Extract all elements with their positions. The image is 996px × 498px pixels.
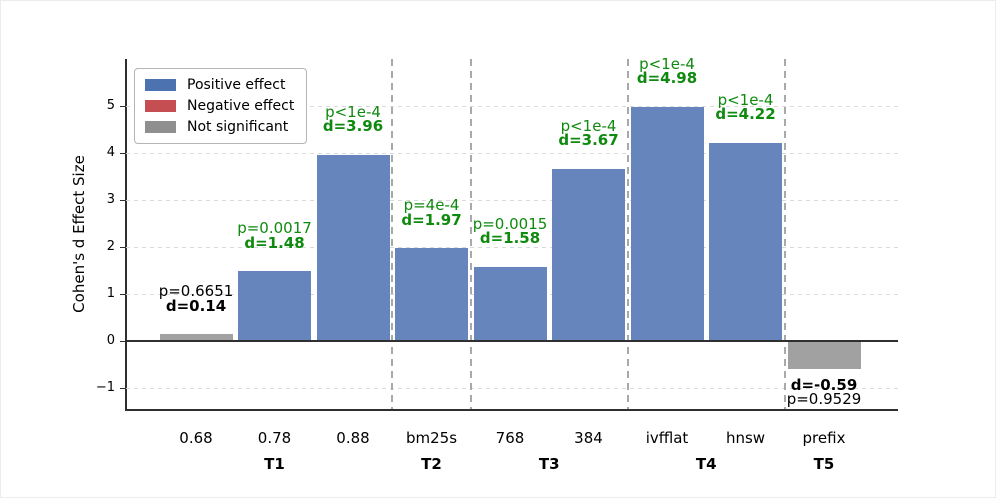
annotation-p-value: p<1e-4 (560, 116, 617, 135)
group-label-T1: T1 (264, 455, 285, 473)
annotation-p-value: p=4e-4 (403, 196, 460, 215)
legend-item-not-significant: Not significant (145, 117, 294, 137)
annotation-d-value: d=1.58 (479, 229, 541, 248)
x-axis-spine (125, 409, 898, 411)
x-tick-label-prefix: prefix (802, 429, 846, 447)
annotation-d-value: d=3.67 (558, 131, 619, 149)
y-tick-mark (120, 246, 126, 248)
y-axis-spine (125, 59, 127, 410)
y-tick-label--1: −1 (95, 380, 115, 395)
x-tick-label-0.68: 0.68 (179, 429, 213, 447)
annotation-p-value: p=0.6651 (158, 282, 234, 301)
legend-label-positive: Positive effect (187, 77, 286, 93)
group-separator (783, 59, 786, 409)
y-tick-mark (120, 293, 126, 295)
bar-annotation-768: p=0.0015 d=1.58 (435, 214, 585, 248)
legend-label-not-significant: Not significant (187, 119, 289, 135)
group-label-T4: T4 (695, 455, 717, 473)
annotation-p-value: p=0.0015 (472, 214, 548, 233)
x-tick-label-0.78: 0.78 (257, 429, 292, 447)
y-tick-mark (120, 152, 126, 154)
y-tick-mark (120, 105, 126, 107)
annotation-d-value: d=1.48 (244, 233, 305, 252)
group-separator (469, 59, 472, 409)
y-tick-label-0: 0 (106, 333, 115, 348)
legend: Positive effect Negative effect Not sign… (134, 68, 308, 144)
bar-annotation-ivfflat: p<1e-4 d=4.98 (592, 57, 742, 86)
group-label-T3: T3 (538, 455, 560, 473)
x-tick-label-ivfflat: ivfflat (645, 429, 689, 447)
bar-annotation-prefix: d=-0.59 p=0.9529 (749, 375, 899, 409)
gridline-y5 (126, 106, 898, 107)
y-tick-label-4: 4 (106, 145, 115, 160)
bar-annotation-0.78: p=0.0017 d=1.48 (200, 221, 350, 250)
x-tick-label-hnsw: hnsw (725, 429, 766, 447)
gridline-y2 (126, 247, 898, 248)
annotation-p-value: p=0.9529 (786, 390, 862, 409)
legend-swatch-negative (145, 100, 176, 112)
y-tick-label-2: 2 (106, 239, 115, 254)
bar-annotation-384: p<1e-4 d=3.67 (514, 116, 664, 149)
y-tick-label-5: 5 (106, 98, 115, 113)
y-tick-mark (120, 387, 126, 389)
group-label-T2: T2 (421, 455, 442, 473)
gridline-y4 (126, 153, 898, 154)
zero-line (126, 340, 898, 342)
bar-0.78 (238, 271, 311, 341)
legend-label-negative: Negative effect (187, 98, 295, 114)
bar-annotation-hnsw: p<1e-4 d=4.22 (671, 90, 821, 124)
legend-item-negative: Negative effect (145, 96, 294, 116)
annotation-p-value: p<1e-4 (325, 102, 381, 121)
bar-annotation-0.88: p<1e-4 d=3.96 (278, 105, 428, 134)
annotation-d-value: d=4.22 (715, 105, 776, 124)
annotation-d-value: d=1.97 (401, 210, 462, 229)
bar-0.88 (316, 154, 390, 341)
bar-384 (552, 168, 625, 341)
annotation-d-value: d=0.14 (165, 296, 227, 315)
y-tick-label-3: 3 (106, 192, 115, 207)
annotation-d-value: d=4.98 (636, 69, 698, 88)
legend-swatch-not-significant (145, 121, 176, 133)
bar-annotation-bm25s: p=4e-4 d=1.97 (357, 198, 507, 227)
bar-ivfflat (630, 106, 704, 341)
gridline-y-1 (126, 388, 898, 389)
y-axis-title: Cohen's d Effect Size (70, 155, 88, 313)
y-tick-mark (120, 340, 126, 342)
annotation-p-value: p=0.0017 (237, 219, 312, 238)
bar-prefix (787, 341, 861, 369)
bar-hnsw (709, 142, 782, 341)
legend-swatch-positive (145, 79, 176, 91)
group-separator (391, 59, 394, 409)
x-tick-label-384: 384 (574, 429, 603, 447)
annotation-d-value: d=3.96 (322, 117, 384, 136)
bar-bm25s (395, 248, 468, 341)
annotation-p-value: p<1e-4 (639, 54, 695, 73)
x-tick-label-0.88: 0.88 (336, 429, 370, 447)
annotation-p-value: p<1e-4 (717, 90, 774, 109)
x-tick-label-768: 768 (495, 429, 525, 447)
y-tick-label-1: 1 (106, 286, 115, 301)
bar-annotation-0.68: p=0.6651 d=0.14 (121, 284, 271, 313)
bar-0.68 (159, 334, 233, 341)
bar-768 (473, 266, 547, 341)
legend-item-positive: Positive effect (145, 75, 294, 95)
group-label-T5: T5 (813, 455, 835, 473)
gridline-y3 (126, 200, 898, 201)
group-separator (626, 59, 629, 409)
plot-area: Positive effect Negative effect Not sign… (96, 57, 899, 473)
y-tick-mark (120, 199, 126, 201)
annotation-d-value: d=-0.59 (790, 375, 858, 394)
x-tick-label-bm25s: bm25s (405, 429, 458, 447)
